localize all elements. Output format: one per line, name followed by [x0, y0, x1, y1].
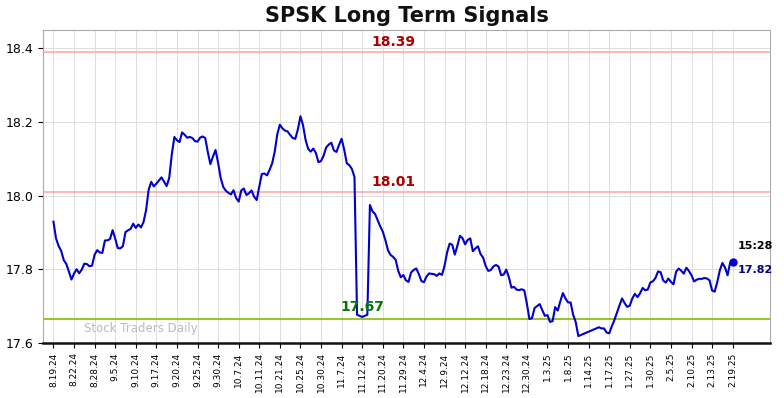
- Text: 17.67: 17.67: [340, 300, 384, 314]
- Text: 15:28: 15:28: [738, 241, 773, 251]
- Text: 18.39: 18.39: [371, 35, 415, 49]
- Text: 18.01: 18.01: [371, 175, 416, 189]
- Text: Stock Traders Daily: Stock Traders Daily: [85, 322, 198, 335]
- Title: SPSK Long Term Signals: SPSK Long Term Signals: [264, 6, 548, 25]
- Text: 17.82: 17.82: [738, 265, 773, 275]
